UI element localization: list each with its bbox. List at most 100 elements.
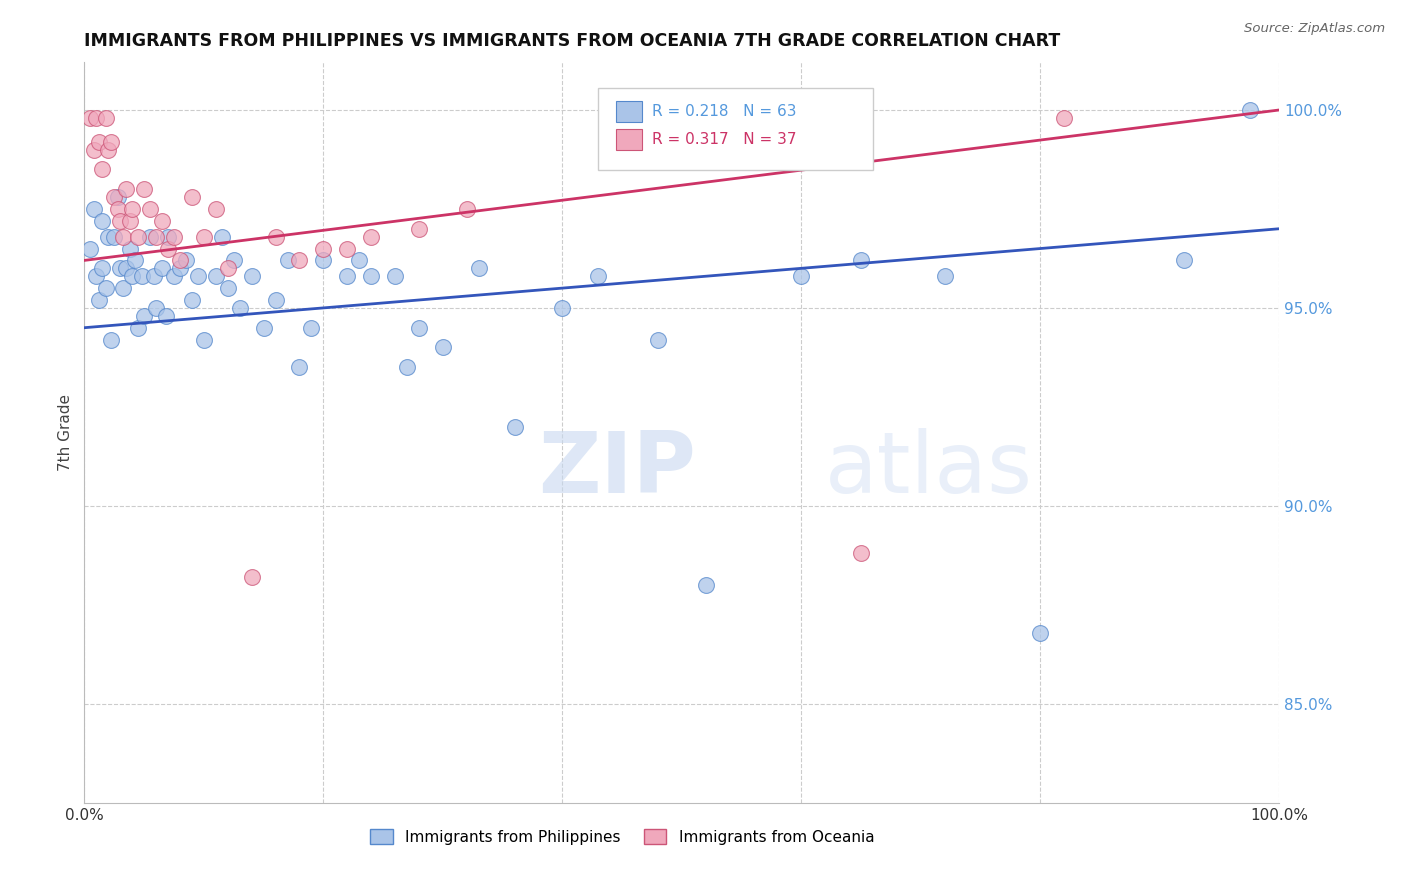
Point [253, 320, 276, 334]
Point [193, 229, 215, 244]
Point [695, 578, 717, 592]
Bar [616, 101, 643, 121]
Point [349, 253, 371, 268]
Point [301, 320, 323, 334]
Point [1029, 625, 1052, 640]
Point [181, 190, 204, 204]
Point [94, 111, 117, 125]
Point [157, 242, 180, 256]
Point [288, 360, 311, 375]
Point [91, 261, 114, 276]
Point [384, 269, 406, 284]
Point [118, 242, 141, 256]
Point [150, 261, 173, 276]
Legend: Immigrants from Philippines, Immigrants from Oceania: Immigrants from Philippines, Immigrants … [364, 822, 880, 851]
Point [851, 546, 873, 560]
Point [205, 202, 228, 216]
Point [97, 229, 120, 244]
Point [132, 309, 156, 323]
Point [193, 333, 215, 347]
Point [408, 221, 430, 235]
Text: Source: ZipAtlas.com: Source: ZipAtlas.com [1244, 22, 1385, 36]
Point [240, 269, 263, 284]
Bar [616, 129, 643, 150]
Point [222, 253, 245, 268]
Point [163, 269, 186, 284]
Y-axis label: 7th Grade: 7th Grade [58, 394, 73, 471]
Point [107, 202, 129, 216]
Point [115, 261, 138, 276]
Point [86, 111, 108, 125]
Text: R = 0.218   N = 63: R = 0.218 N = 63 [652, 103, 797, 119]
Point [110, 261, 132, 276]
Point [934, 269, 956, 284]
Point [127, 320, 149, 334]
Point [121, 269, 143, 284]
Point [100, 333, 122, 347]
Point [97, 143, 120, 157]
Point [110, 214, 132, 228]
Point [155, 309, 177, 323]
Point [83, 143, 105, 157]
Point [187, 269, 209, 284]
Point [851, 253, 873, 268]
Point [142, 269, 165, 284]
Point [229, 301, 252, 315]
Point [79, 242, 101, 256]
Point [169, 253, 191, 268]
Point [127, 229, 149, 244]
Point [100, 135, 122, 149]
Text: IMMIGRANTS FROM PHILIPPINES VS IMMIGRANTS FROM OCEANIA 7TH GRADE CORRELATION CHA: IMMIGRANTS FROM PHILIPPINES VS IMMIGRANT… [84, 32, 1060, 50]
Point [360, 269, 382, 284]
Point [87, 135, 110, 149]
Point [181, 293, 204, 307]
Point [132, 182, 156, 196]
FancyBboxPatch shape [599, 88, 873, 169]
Point [79, 111, 101, 125]
Point [118, 214, 141, 228]
Point [336, 242, 359, 256]
Point [103, 229, 125, 244]
Text: atlas: atlas [825, 428, 1033, 511]
Point [456, 202, 478, 216]
Point [468, 261, 491, 276]
Text: ZIP: ZIP [538, 428, 696, 511]
Point [145, 229, 167, 244]
Point [174, 253, 197, 268]
Point [205, 269, 228, 284]
Point [277, 253, 299, 268]
Point [150, 214, 173, 228]
Point [396, 360, 419, 375]
Point [94, 281, 117, 295]
Point [107, 190, 129, 204]
Point [312, 253, 335, 268]
Point [1239, 103, 1261, 117]
Point [111, 229, 134, 244]
Point [163, 229, 186, 244]
Point [121, 202, 143, 216]
Point [588, 269, 610, 284]
Point [139, 229, 162, 244]
Point [217, 281, 239, 295]
Point [139, 202, 162, 216]
Point [551, 301, 574, 315]
Point [288, 253, 311, 268]
Point [312, 242, 335, 256]
Point [111, 281, 134, 295]
Point [408, 320, 430, 334]
Point [131, 269, 153, 284]
Point [91, 162, 114, 177]
Point [217, 261, 239, 276]
Point [336, 269, 359, 284]
Point [124, 253, 146, 268]
Point [86, 269, 108, 284]
Point [360, 229, 382, 244]
Point [157, 229, 180, 244]
Point [103, 190, 125, 204]
Point [91, 214, 114, 228]
Text: R = 0.317   N = 37: R = 0.317 N = 37 [652, 132, 797, 147]
Point [87, 293, 110, 307]
Point [145, 301, 167, 315]
Point [1173, 253, 1195, 268]
Point [264, 229, 287, 244]
